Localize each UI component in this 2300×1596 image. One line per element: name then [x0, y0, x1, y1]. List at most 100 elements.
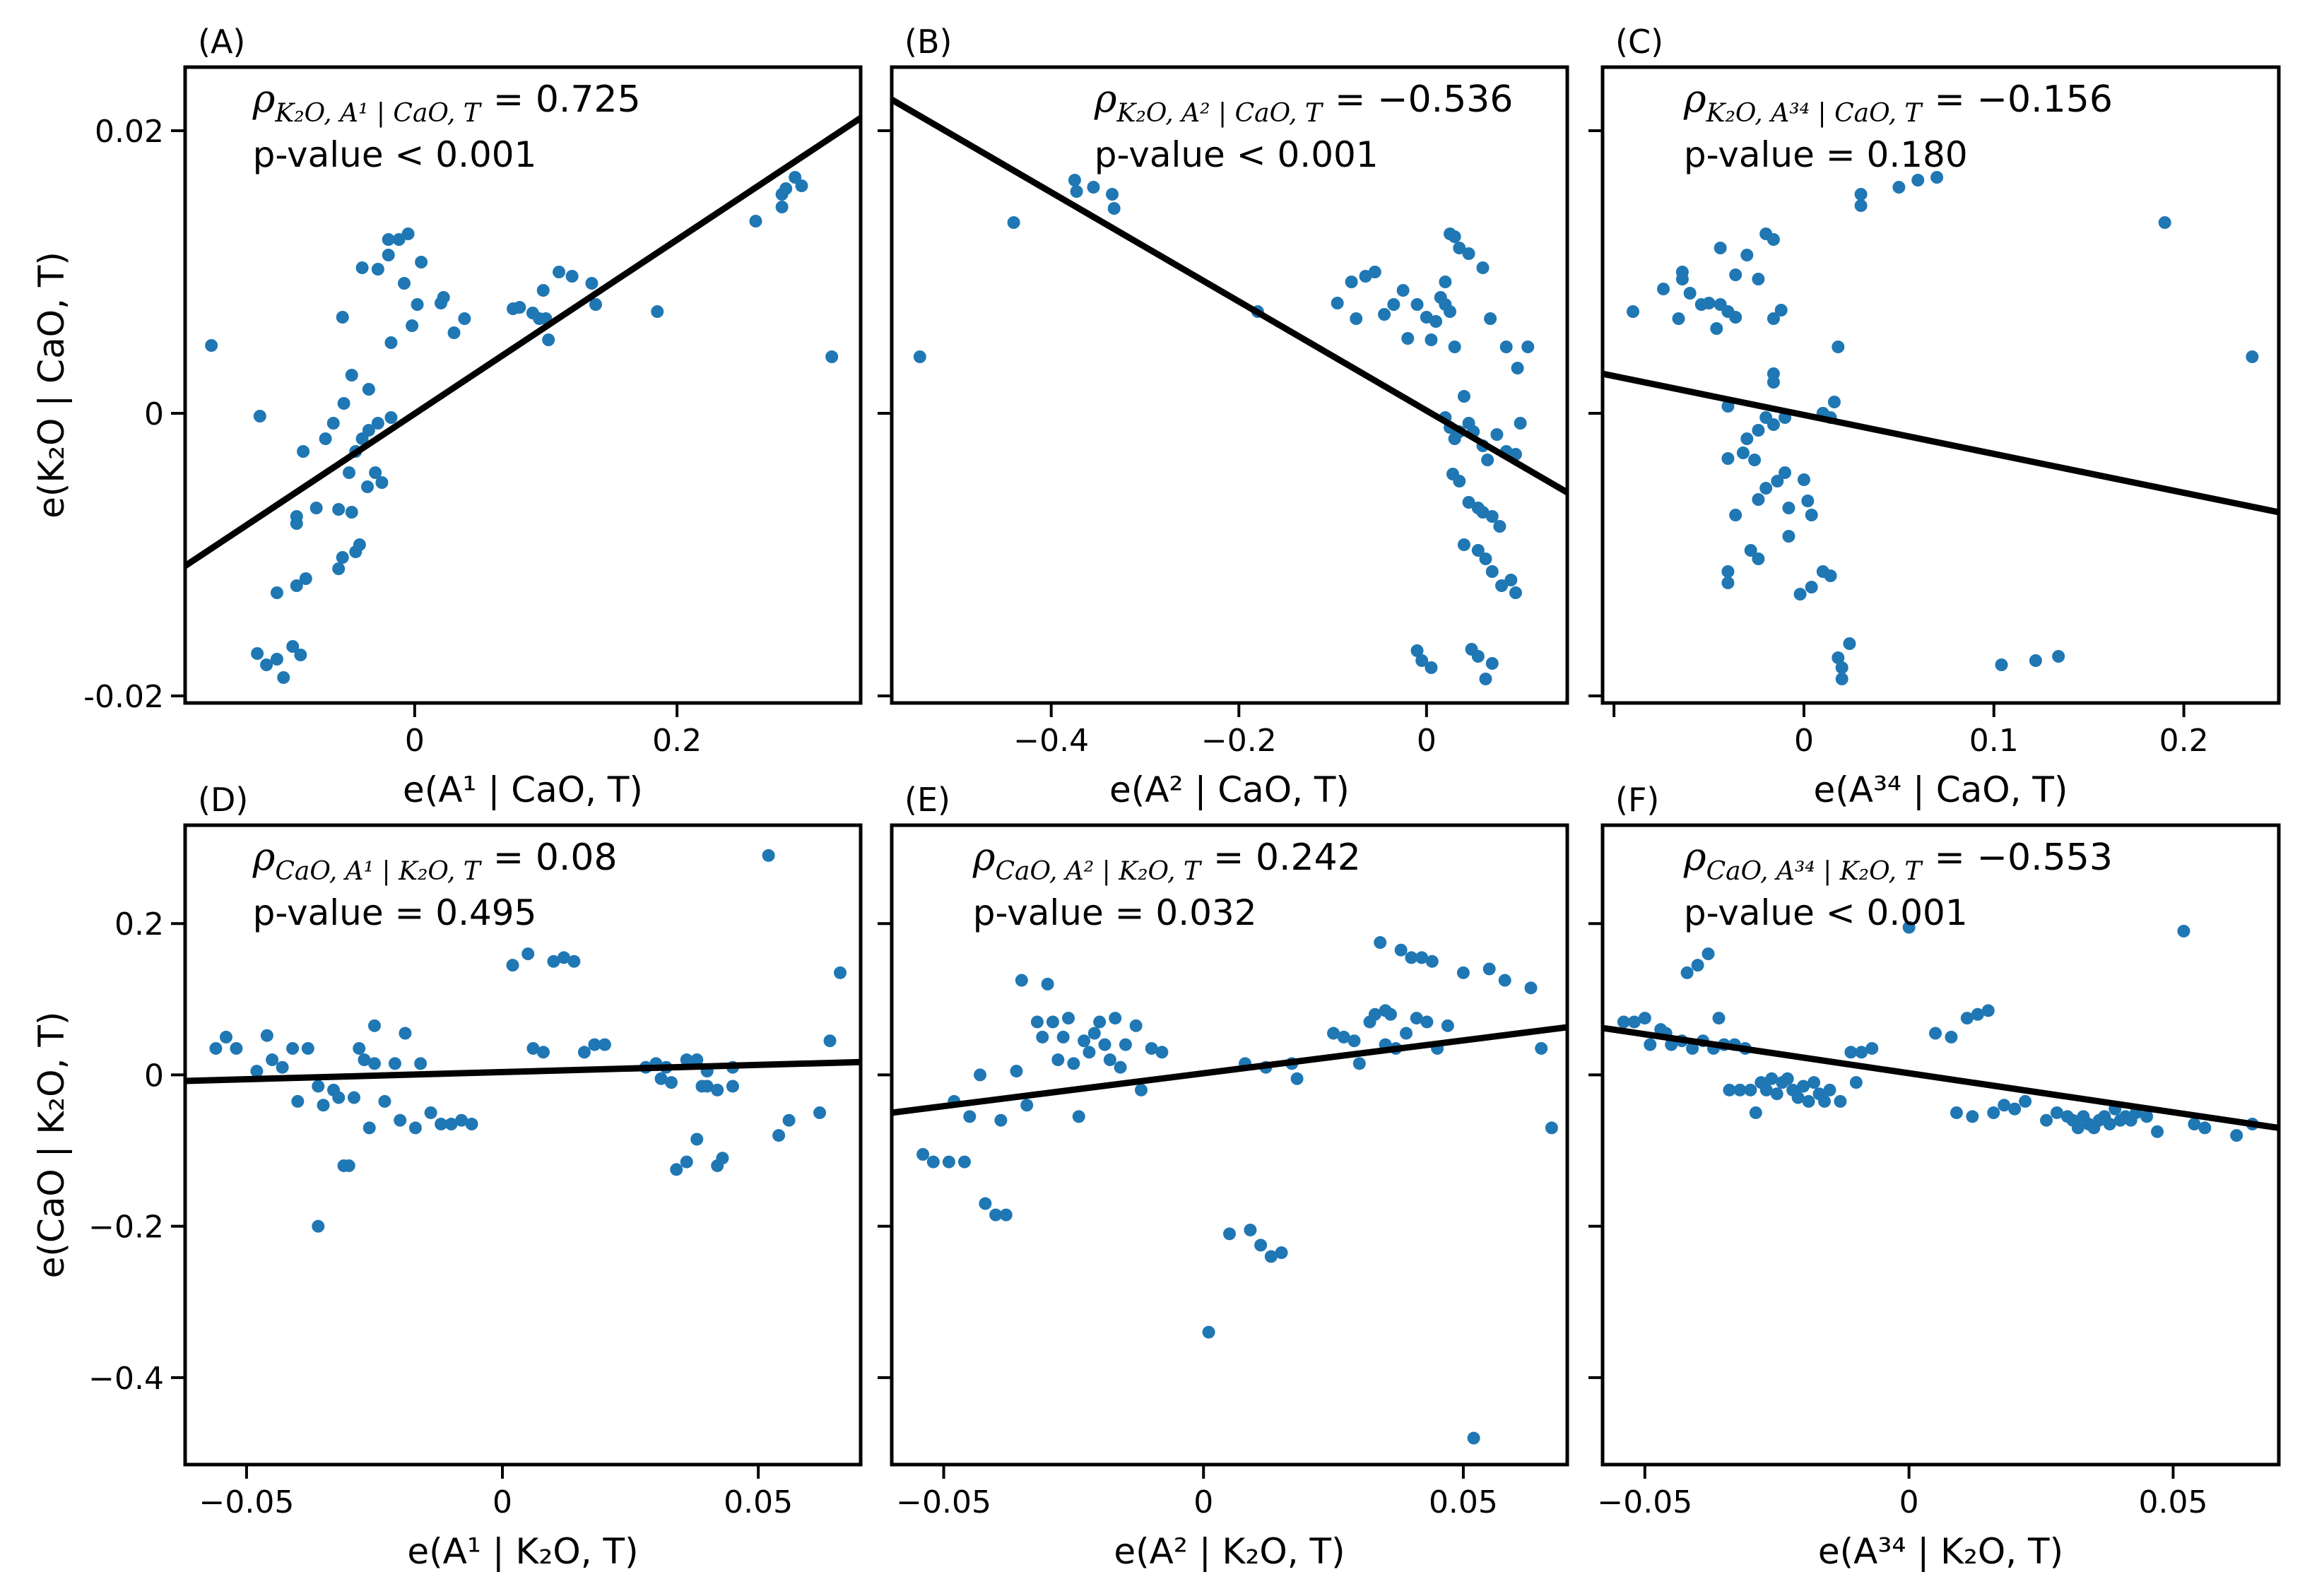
data-point	[1481, 454, 1494, 466]
data-point	[1129, 1019, 1143, 1032]
data-point	[1835, 673, 1848, 685]
x-tick-label: 0.2	[2159, 723, 2209, 759]
data-point	[343, 466, 356, 479]
data-point	[690, 1133, 704, 1146]
data-point	[700, 1080, 714, 1093]
panel-d: −0.05 0 0.05 −0.4 −0.2 0 0.2 (D)ρCaO, A¹ | K₂O,…	[31, 781, 863, 1572]
data-point	[1441, 1019, 1454, 1032]
data-point	[458, 312, 471, 325]
scatter-points	[1627, 171, 2259, 685]
data-point	[435, 1118, 448, 1131]
data-point	[1827, 396, 1841, 408]
rho-symbol: ρ	[1683, 834, 1706, 879]
data-point	[1736, 447, 1750, 459]
data-point	[1759, 482, 1773, 495]
data-point	[2246, 350, 2259, 363]
data-point	[1374, 936, 1387, 950]
data-point	[1638, 1012, 1651, 1025]
x-axis-label: e(A³⁴ | K₂O, T)	[1818, 1531, 2063, 1572]
data-point	[1068, 174, 1081, 187]
rho-subscript: CaO, A¹ | K₂O, T	[275, 857, 482, 886]
data-point	[1490, 428, 1504, 441]
x-tick-label: −0.05	[199, 1484, 294, 1520]
data-point	[1511, 362, 1524, 374]
data-point	[1740, 249, 1754, 261]
data-point	[1545, 1121, 1558, 1135]
regression-line	[1603, 1024, 2279, 1131]
axes-frame	[890, 65, 1569, 705]
data-point	[399, 1027, 412, 1040]
panel-label: (F)	[1615, 781, 1659, 819]
rho-value: = −0.536	[1335, 78, 1514, 121]
panel-c: 0 0.1 0.2 (C) ρK₂O, A³⁴ | CaO, T = −0.156 p-va…	[1588, 23, 2281, 810]
data-point	[1767, 376, 1780, 389]
rho-value: = 0.725	[493, 78, 641, 121]
data-point	[294, 649, 307, 661]
data-point	[1767, 418, 1780, 431]
data-point	[1644, 1038, 1657, 1051]
data-point	[834, 966, 847, 979]
data-point	[979, 1197, 992, 1210]
data-point	[424, 1106, 437, 1119]
data-point	[317, 1099, 330, 1112]
data-point	[1087, 181, 1100, 194]
data-point	[1960, 1012, 1974, 1025]
panel-f: −0.05 0 0.05 (F) ρCaO, A³⁴ | K₂O, T = −0.553 p…	[1588, 781, 2281, 1572]
data-point	[1087, 1027, 1101, 1040]
data-point	[690, 1053, 704, 1067]
regression-line	[892, 97, 1567, 495]
data-point	[1410, 298, 1424, 311]
rho-annotation: ρK₂O, A³⁴ | CaO, T = −0.156	[1683, 76, 2113, 128]
data-point	[1444, 305, 1457, 318]
data-point	[1471, 544, 1485, 557]
data-point	[536, 284, 550, 297]
rho-symbol: ρ	[972, 834, 996, 879]
x-tick-label: 0.2	[652, 723, 702, 759]
data-point	[1509, 586, 1522, 599]
data-point	[401, 227, 415, 240]
data-point	[1791, 1091, 1805, 1104]
data-point	[336, 551, 349, 564]
data-point	[447, 326, 461, 339]
data-point	[437, 291, 450, 304]
data-point	[1420, 1015, 1434, 1029]
data-point	[916, 1147, 930, 1161]
data-point	[250, 1065, 264, 1078]
data-point	[286, 640, 300, 653]
data-point	[654, 1072, 668, 1085]
data-point	[553, 266, 566, 278]
data-point	[1410, 644, 1424, 657]
data-point	[1779, 466, 1792, 479]
data-point	[367, 1019, 381, 1032]
data-point	[557, 951, 570, 964]
data-point	[1740, 432, 1754, 445]
data-point	[1493, 520, 1506, 533]
data-point	[823, 1034, 837, 1048]
data-point	[411, 298, 424, 311]
data-point	[1378, 308, 1391, 321]
data-point	[1802, 1094, 1815, 1108]
data-point	[1843, 637, 1856, 650]
x-axis-label: e(A¹ | CaO, T)	[403, 769, 643, 810]
data-point	[1425, 954, 1439, 968]
data-point	[1680, 966, 1694, 979]
data-point	[1504, 574, 1518, 586]
data-point	[989, 1208, 1003, 1222]
data-point	[2151, 1125, 2164, 1138]
data-point	[1771, 475, 1784, 487]
data-point	[1498, 974, 1511, 987]
data-point	[1945, 1030, 1958, 1044]
data-point	[716, 1152, 729, 1165]
y-tick-label: -0.02	[83, 679, 164, 715]
data-point	[1770, 1087, 1783, 1101]
data-point	[1155, 1046, 1169, 1059]
data-point	[1056, 1030, 1070, 1044]
panel-label: (A)	[198, 23, 245, 61]
panel-a: 0 0.2 -0.02 0 0.02 (A)ρK₂O, A¹ | CaO, T = 0.72…	[31, 23, 863, 810]
x-axis-label: e(A² | CaO, T)	[1109, 769, 1350, 810]
data-point	[588, 1038, 601, 1051]
data-point	[2140, 1110, 2154, 1123]
data-point	[1145, 1041, 1158, 1055]
data-point	[1627, 305, 1640, 318]
